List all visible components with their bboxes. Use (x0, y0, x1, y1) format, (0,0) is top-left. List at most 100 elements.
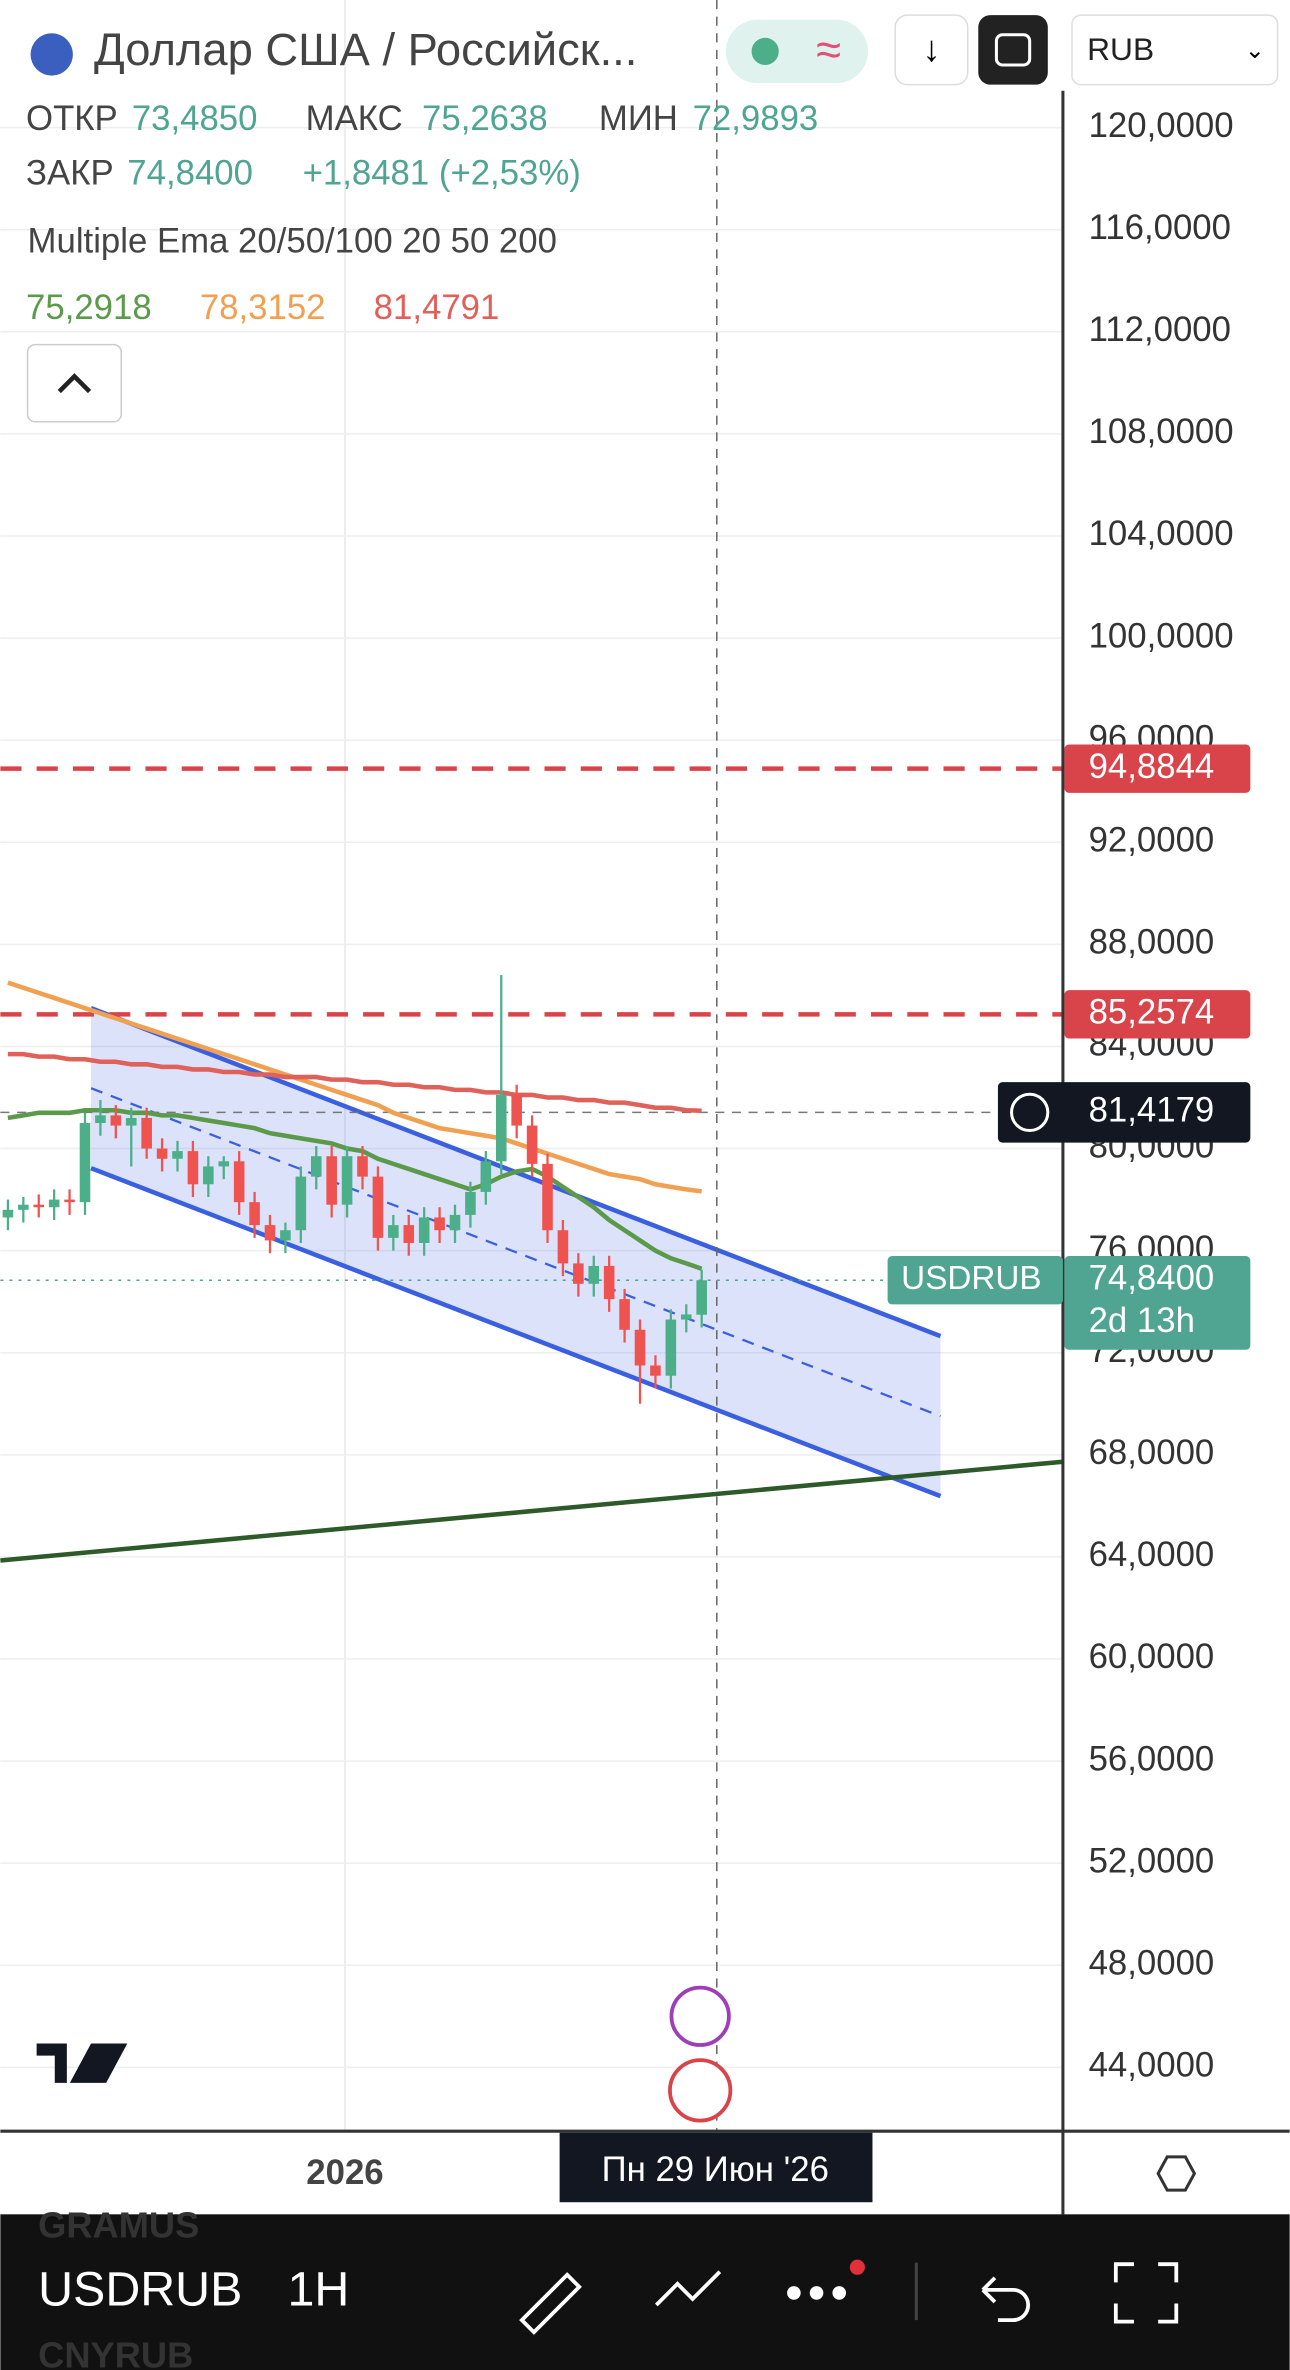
select-arrow: ⌄ (1245, 37, 1265, 64)
candle-body (326, 1156, 337, 1205)
candle-body (218, 1161, 230, 1167)
candle-body (2, 1209, 14, 1218)
channel-lower (90, 1166, 942, 1499)
ema-value: 81,4791 (374, 289, 500, 327)
draw-button[interactable] (519, 2272, 582, 2335)
candle-body (156, 1148, 168, 1159)
ema-line (7, 980, 702, 1194)
candle-body (511, 1094, 522, 1126)
toolbar-ghost: CNYRUB (38, 2334, 193, 2370)
y-tick-label: 56,0000 (1089, 1740, 1215, 1778)
currency-select[interactable] (1071, 14, 1279, 86)
candle-body (480, 1161, 492, 1192)
open-value: 73,4850 (132, 100, 258, 138)
more-dot (787, 2286, 801, 2300)
candle-body (372, 1176, 384, 1238)
candle-body (125, 1117, 137, 1126)
wave-icon: ≈ (816, 24, 841, 75)
candle-body (95, 1115, 106, 1124)
fullscreen-icon (994, 33, 1032, 67)
symbol-button[interactable]: USDRUB (38, 2263, 242, 2317)
interval-button[interactable]: 1H (288, 2263, 350, 2317)
y-tick-label: 60,0000 (1089, 1638, 1215, 1676)
candle-body (18, 1204, 29, 1210)
ui: Доллар США / Российск... ≈ ↓ RUB ⌄ ОТКР … (0, 14, 1290, 2370)
low-value: 72,9893 (693, 100, 819, 138)
candle-body (665, 1319, 677, 1376)
symbol-title[interactable]: Доллар США / Российск... (94, 24, 637, 75)
candle-body (557, 1230, 569, 1264)
channel-mid (90, 1087, 941, 1418)
y-tick-label: 116,0000 (1089, 209, 1231, 247)
candle-body (542, 1163, 553, 1231)
undo-button[interactable] (981, 2276, 1030, 2323)
candle-body (403, 1225, 415, 1243)
candle-body (203, 1166, 214, 1185)
crosshair-time-label: Пн 29 Июн '26 (602, 2151, 829, 2189)
y-tick-label: 120,0000 (1089, 107, 1234, 145)
y-tick-label: 108,0000 (1089, 413, 1234, 451)
plot-area: 120,0000 116,0000 112,0000 108,0000 104,0000… (0, 0, 1234, 2132)
currency: RUB (1087, 31, 1154, 67)
y-tick-label: 64,0000 (1089, 1536, 1215, 1574)
settings-icon (1156, 2155, 1197, 2192)
candle-body (310, 1156, 322, 1177)
candle-body (465, 1191, 476, 1215)
ema-line (7, 1051, 702, 1114)
y-tick-label: 92,0000 (1089, 821, 1215, 859)
collapse-button[interactable] (26, 343, 123, 423)
notification-dot (849, 2259, 865, 2275)
fullscreen-button[interactable] (1113, 2262, 1179, 2324)
indicator-button[interactable] (655, 2270, 722, 2307)
indicator-name[interactable]: Multiple Ema 20/50/100 20 50 200 (28, 223, 557, 261)
candle-body (434, 1217, 445, 1231)
candle-body (172, 1151, 183, 1159)
candle-body (64, 1199, 75, 1203)
candle-body (388, 1225, 399, 1238)
flag-icon (30, 33, 73, 76)
toolbar-ghost: GRAMUS (38, 2204, 199, 2245)
y-tick-label: 48,0000 (1089, 1944, 1215, 1982)
candle-body (295, 1176, 307, 1231)
ema-value: 75,2918 (26, 289, 152, 327)
logo-mark (36, 2043, 128, 2083)
close-value: 74,8400 (127, 155, 253, 193)
x-tick-label: 2026 (306, 2154, 383, 2192)
collapse-icon (57, 373, 92, 394)
change-value: +1,8481 (+2,53%) (303, 155, 581, 193)
add-alert-icon (1010, 1092, 1050, 1133)
candle-body (449, 1214, 461, 1231)
ema-line (7, 1107, 703, 1271)
more-dot (809, 2286, 824, 2300)
fullscreen-button[interactable] (978, 15, 1048, 85)
crosshair-badge (997, 1082, 1251, 1143)
event-icon (669, 1985, 731, 2047)
candle-body (264, 1225, 276, 1241)
last-price-label: 74,8400 (1089, 1259, 1215, 1297)
candle-body (48, 1199, 60, 1208)
candle-body (603, 1265, 615, 1300)
y-tick-label: 52,0000 (1089, 1842, 1215, 1880)
candle-body (79, 1123, 91, 1203)
crosshair-time-badge (559, 2132, 873, 2203)
y-tick-label: 104,0000 (1089, 515, 1234, 553)
candle-body (110, 1115, 122, 1126)
y-tick-label: 112,0000 (1089, 311, 1231, 349)
ema-value: 78,3152 (200, 289, 326, 327)
price-badge (1064, 990, 1251, 1039)
candle-body (634, 1329, 646, 1366)
status-dot (751, 37, 779, 65)
candle-body (341, 1156, 353, 1205)
candle-body (526, 1125, 538, 1164)
more-dot (832, 2286, 847, 2300)
candle-body (650, 1365, 661, 1376)
download-button[interactable] (894, 14, 969, 86)
status-pill[interactable] (725, 19, 868, 84)
candle-body (696, 1280, 707, 1315)
candle-body (233, 1161, 245, 1203)
price-badge-label: 85,2574 (1089, 994, 1215, 1032)
download-icon: ↓ (922, 28, 940, 69)
y-tick-label: 100,0000 (1089, 617, 1234, 655)
